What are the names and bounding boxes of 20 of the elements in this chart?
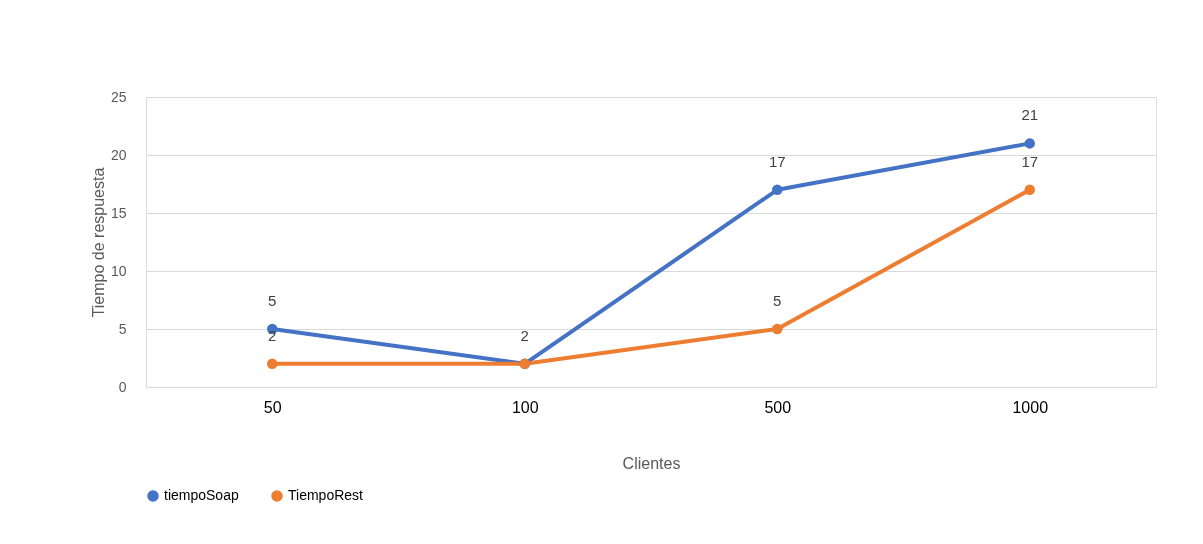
x-tick-label: 500 bbox=[764, 398, 792, 416]
x-tick-label: 1000 bbox=[1012, 398, 1049, 416]
y-tick-label: 10 bbox=[110, 262, 127, 279]
legend-label: TiempoRest bbox=[288, 487, 364, 503]
x-tick-label: 50 bbox=[263, 398, 282, 416]
data-label: 17 bbox=[1021, 152, 1039, 170]
y-tick-label: 0 bbox=[118, 378, 127, 395]
y-tick-label: 15 bbox=[110, 204, 127, 221]
x-tick-label: 100 bbox=[511, 398, 539, 416]
y-axis-title: Tiempo de respuesta bbox=[89, 167, 107, 318]
y-tick-label: 5 bbox=[118, 320, 127, 337]
data-label: 5 bbox=[268, 292, 277, 309]
data-label: 17 bbox=[768, 152, 786, 170]
legend-label: tiempoSoap bbox=[164, 487, 239, 503]
y-tick-label: 25 bbox=[110, 88, 127, 105]
x-axis-title: Clientes bbox=[622, 454, 681, 472]
y-tick-label: 20 bbox=[110, 146, 127, 163]
data-label: 2 bbox=[520, 326, 529, 344]
data-label: 5 bbox=[773, 292, 782, 309]
data-label: 21 bbox=[1021, 106, 1039, 124]
